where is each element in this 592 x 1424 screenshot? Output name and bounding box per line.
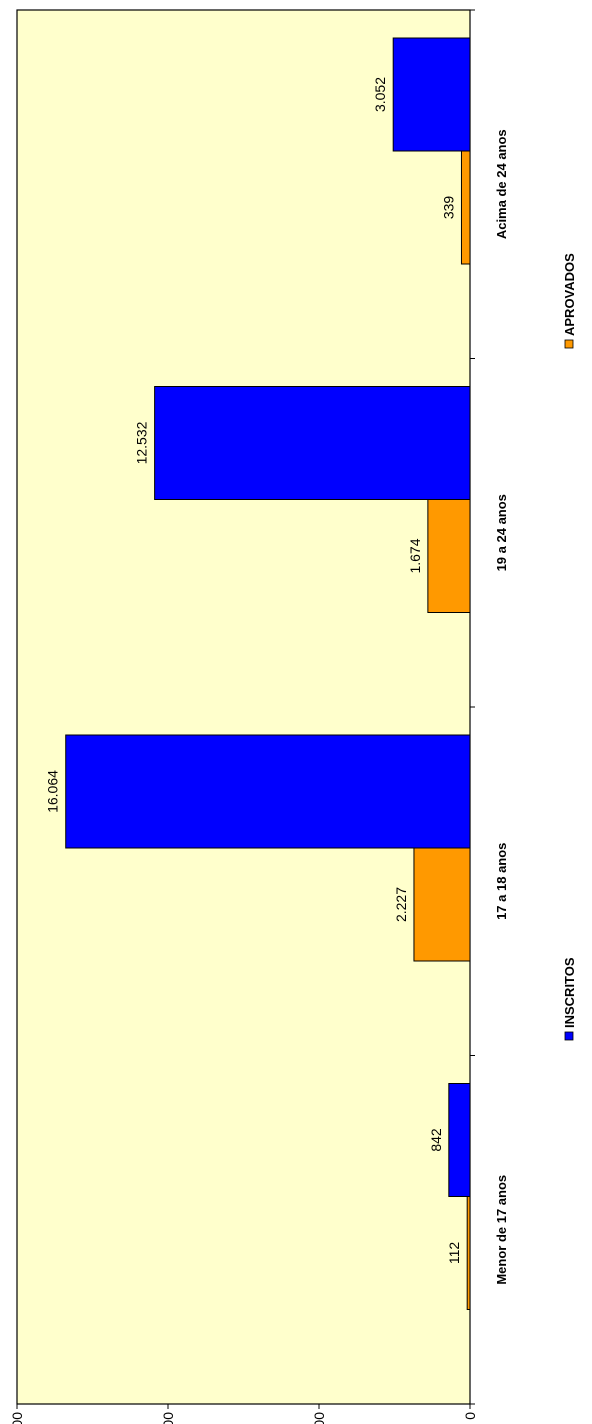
- plot-area: [16, 9, 471, 1405]
- bar-inscritos: [65, 734, 471, 849]
- data-label: 12.532: [134, 421, 150, 464]
- value-tick-label: 18.000: [9, 1412, 25, 1424]
- bar-aprovados: [466, 1196, 471, 1310]
- bar-inscritos: [448, 1083, 471, 1197]
- legend-swatch-inscritos: [564, 1031, 574, 1041]
- value-tick-label: 12.000: [160, 1412, 176, 1424]
- legend-swatch-aprovados: [564, 339, 574, 349]
- category-label: 17 a 18 anos: [494, 843, 509, 920]
- data-label: 112: [446, 1242, 462, 1265]
- data-label: 1.674: [407, 538, 423, 573]
- category-label: 19 a 24 anos: [494, 494, 509, 571]
- bar-inscritos: [392, 37, 471, 152]
- category-label: Acima de 24 anos: [494, 129, 509, 239]
- data-label: 3.052: [372, 77, 388, 112]
- data-label: 842: [428, 1128, 444, 1152]
- bar-aprovados: [413, 847, 471, 962]
- bar-aprovados: [460, 150, 471, 265]
- plot-background: [16, 9, 471, 1405]
- value-axis: 0 6.000 12.000 18.000 Menor de 17 anos 17 a 1…: [9, 9, 509, 1424]
- value-tick-label: 0: [462, 1412, 478, 1420]
- data-label: 16.064: [45, 770, 61, 813]
- legend-label-aprovados: APROVADOS: [562, 253, 577, 336]
- category-label: Menor de 17 anos: [494, 1175, 509, 1285]
- value-tick-label: 6.000: [311, 1412, 327, 1424]
- data-label: 2.227: [393, 887, 409, 922]
- legend-label-inscritos: INSCRITOS: [562, 957, 577, 1028]
- chart-marks: 842 112 16.064 2.227 12.532 1.674 3.052 339: [45, 37, 471, 1310]
- bar-aprovados: [427, 499, 471, 613]
- data-label: 339: [440, 196, 456, 220]
- bar-inscritos: [154, 386, 471, 500]
- legend: INSCRITOS APROVADOS: [562, 253, 577, 1041]
